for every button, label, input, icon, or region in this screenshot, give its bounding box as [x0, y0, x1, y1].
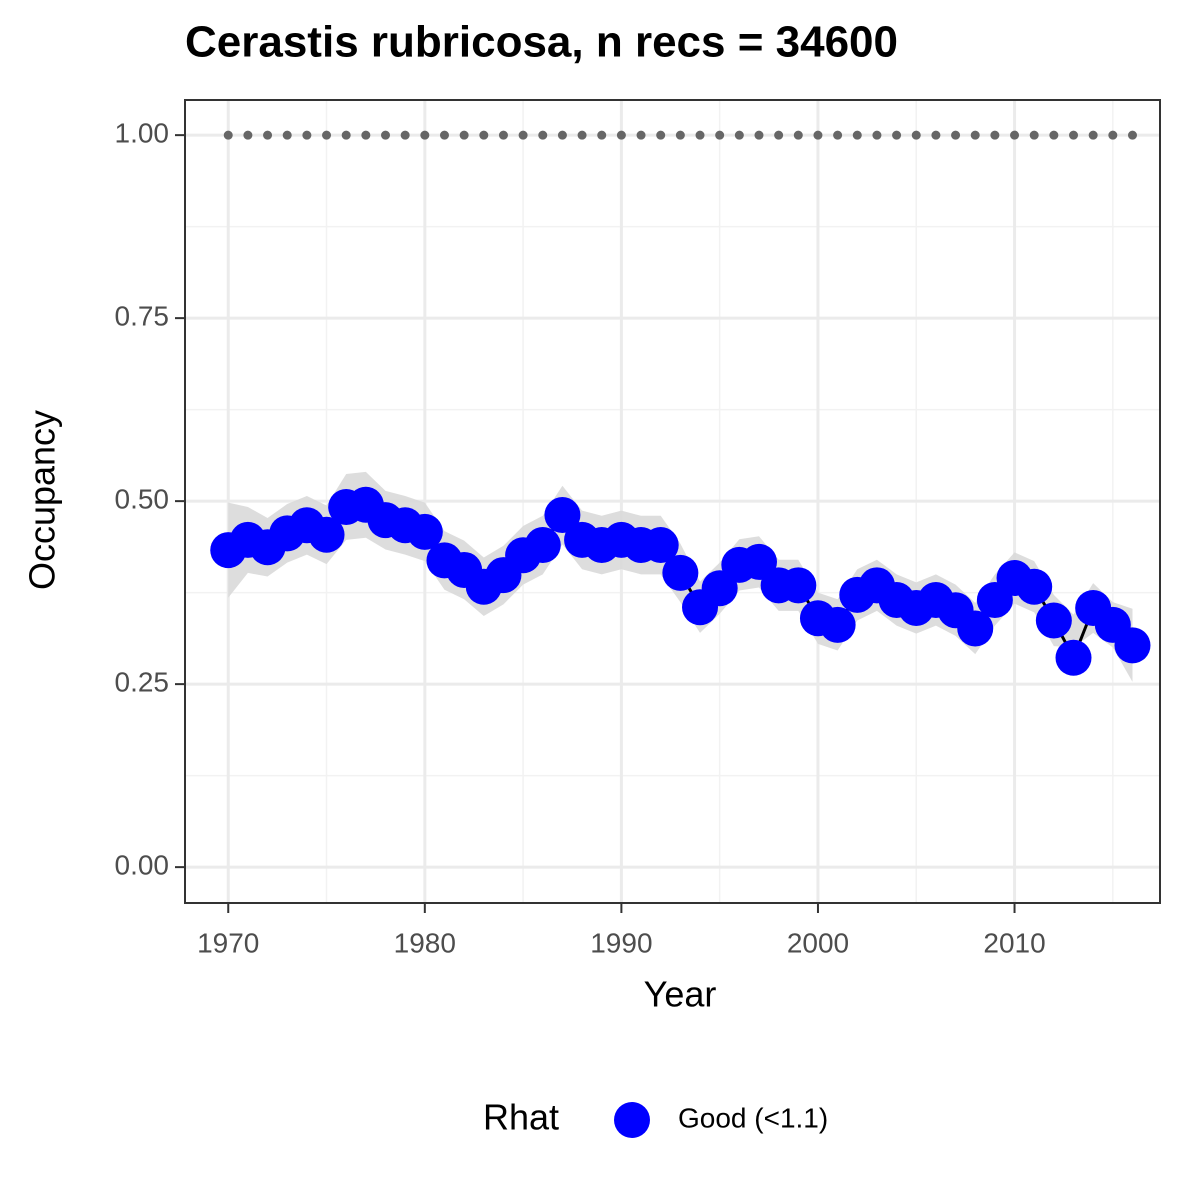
reference-point — [381, 130, 391, 140]
y-tick-label: 0.75 — [115, 301, 170, 332]
reference-point — [400, 130, 410, 140]
reference-point — [931, 130, 941, 140]
reference-point — [223, 130, 233, 140]
y-axis-title: Occupancy — [22, 410, 63, 590]
legend-label: Good (<1.1) — [678, 1102, 828, 1133]
reference-point — [479, 130, 489, 140]
reference-point — [1069, 130, 1079, 140]
point — [406, 513, 443, 550]
reference-point — [597, 130, 607, 140]
y-tick-label: 0.00 — [115, 850, 170, 881]
reference-point — [872, 130, 882, 140]
reference-point — [951, 130, 961, 140]
legend-marker — [614, 1102, 650, 1138]
reference-point — [636, 130, 646, 140]
y-tick-label: 0.50 — [115, 484, 170, 515]
reference-point — [498, 130, 508, 140]
reference-point — [538, 130, 548, 140]
reference-point — [695, 130, 705, 140]
x-tick-label: 2000 — [787, 927, 849, 958]
reference-point — [1049, 130, 1059, 140]
reference-point — [675, 130, 685, 140]
reference-point — [715, 130, 725, 140]
reference-point — [577, 130, 587, 140]
reference-point — [439, 130, 449, 140]
point — [524, 527, 561, 564]
reference-point — [1029, 130, 1039, 140]
reference-point — [990, 130, 1000, 140]
reference-point — [793, 130, 803, 140]
point — [819, 606, 856, 643]
point — [957, 610, 994, 647]
x-tick-label: 1990 — [590, 927, 652, 958]
reference-point — [970, 130, 980, 140]
reference-point — [656, 130, 666, 140]
reference-point — [734, 130, 744, 140]
legend-title: Rhat — [483, 1097, 559, 1138]
point — [1114, 627, 1151, 664]
y-tick-label: 0.25 — [115, 667, 170, 698]
reference-point — [911, 130, 921, 140]
y-tick-label: 1.00 — [115, 118, 170, 149]
reference-point — [459, 130, 469, 140]
reference-point — [518, 130, 528, 140]
reference-point — [243, 130, 253, 140]
reference-point — [263, 130, 273, 140]
reference-point — [1088, 130, 1098, 140]
chart-title: Cerastis rubricosa, n recs = 34600 — [185, 18, 898, 67]
point — [1035, 602, 1072, 639]
point — [662, 554, 699, 591]
reference-point — [616, 130, 626, 140]
point — [642, 527, 679, 564]
reference-point — [361, 130, 371, 140]
x-tick-label: 2010 — [983, 927, 1045, 958]
reference-point — [833, 130, 843, 140]
reference-point — [774, 130, 784, 140]
x-axis-title: Year — [644, 974, 717, 1015]
x-tick-label: 1970 — [197, 927, 259, 958]
reference-point — [1127, 130, 1137, 140]
reference-point — [557, 130, 567, 140]
reference-point — [852, 130, 862, 140]
reference-point — [754, 130, 764, 140]
reference-point — [420, 130, 430, 140]
reference-point — [341, 130, 351, 140]
x-tick-label: 1980 — [394, 927, 456, 958]
reference-point — [302, 130, 312, 140]
point — [1016, 568, 1053, 605]
plot-border — [184, 99, 1161, 904]
reference-point — [813, 130, 823, 140]
point — [1055, 639, 1092, 676]
reference-point — [892, 130, 902, 140]
reference-point — [1010, 130, 1020, 140]
reference-point — [322, 130, 332, 140]
point — [780, 567, 817, 604]
reference-point — [282, 130, 292, 140]
point — [544, 497, 581, 534]
reference-point — [1108, 130, 1118, 140]
point — [308, 516, 345, 553]
